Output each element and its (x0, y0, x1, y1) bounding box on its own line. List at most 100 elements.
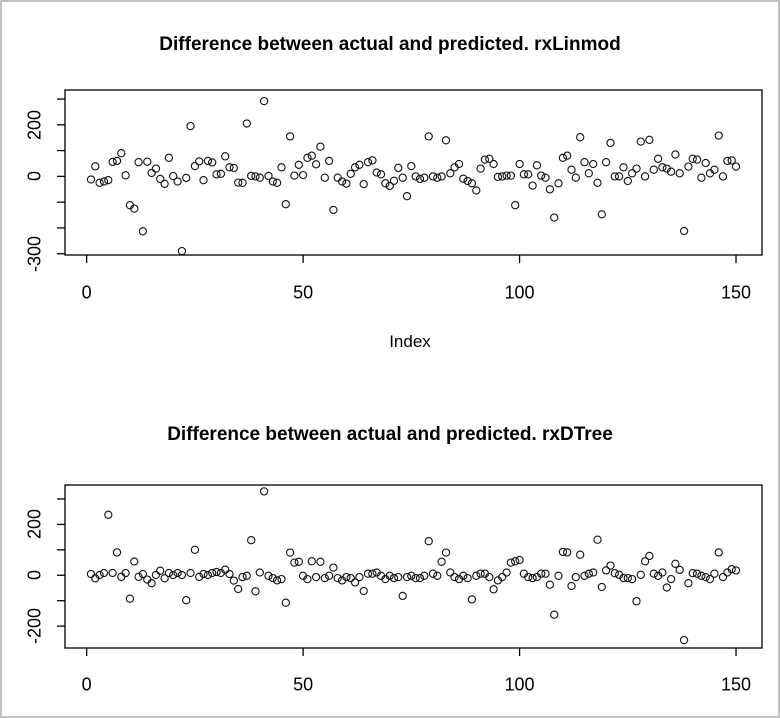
data-point (221, 565, 230, 574)
data-point (363, 569, 373, 578)
data-point (112, 156, 122, 166)
data-point (160, 574, 169, 583)
data-point (576, 550, 585, 559)
data-point (164, 568, 174, 578)
data-point (731, 162, 741, 171)
data-point (714, 131, 723, 140)
data-point (606, 561, 615, 570)
data-point (329, 563, 338, 572)
data-point (307, 557, 316, 566)
scatter-plot-rxlinmod (57, 89, 763, 263)
data-point (182, 596, 191, 605)
data-point (532, 161, 542, 170)
data-point (359, 586, 368, 596)
data-point (212, 567, 221, 577)
data-point (169, 171, 178, 181)
data-point (294, 557, 303, 566)
data-point (316, 142, 325, 151)
data-point (506, 171, 516, 180)
data-point (554, 571, 563, 580)
data-point (372, 168, 381, 177)
data-point (238, 572, 247, 582)
data-point (285, 132, 295, 141)
data-point (346, 169, 355, 178)
data-point (498, 172, 507, 181)
data-point (476, 164, 485, 173)
data-point (446, 169, 455, 178)
data-point (684, 579, 693, 588)
data-point (563, 151, 572, 160)
data-point (524, 572, 533, 582)
data-point (99, 177, 109, 186)
data-point (272, 576, 282, 585)
data-point (679, 635, 689, 645)
data-point (186, 568, 195, 578)
data-point (601, 158, 611, 167)
data-point (671, 559, 680, 568)
data-point (86, 569, 96, 579)
data-point (692, 569, 702, 578)
data-point (511, 201, 520, 210)
y-tick-label: 200 (24, 109, 45, 140)
data-point (402, 192, 412, 201)
data-point (446, 568, 455, 577)
data-point (355, 572, 364, 582)
data-point (614, 172, 624, 181)
data-point (117, 572, 126, 581)
data-point (411, 573, 420, 583)
data-point (476, 569, 485, 578)
data-point (714, 548, 723, 557)
data-point (636, 570, 645, 579)
data-point (467, 595, 477, 604)
data-point (593, 535, 602, 544)
data-point (671, 150, 680, 159)
data-point (554, 179, 563, 188)
x-tick-label: 150 (720, 282, 752, 303)
data-point (441, 136, 451, 145)
chart-title-rxdtree: Difference between actual and predicted.… (167, 424, 613, 445)
data-point (277, 574, 286, 584)
data-point (368, 156, 377, 165)
data-point (108, 568, 117, 578)
y-tick-label: -200 (24, 608, 45, 645)
data-point (467, 179, 477, 188)
data-point (259, 96, 269, 106)
plot-box (64, 484, 763, 649)
data-point (472, 186, 481, 195)
data-point (251, 172, 260, 181)
data-point (415, 573, 425, 583)
data-point (606, 138, 615, 148)
data-point (156, 174, 165, 184)
data-point (277, 163, 286, 172)
data-point (242, 119, 251, 128)
data-point (255, 173, 264, 182)
x-tick-label: 150 (720, 674, 752, 695)
data-point (489, 585, 498, 594)
data-point (710, 165, 719, 174)
data-point (480, 155, 490, 164)
data-point (515, 159, 524, 169)
data-point (337, 177, 347, 186)
data-point (407, 571, 416, 580)
data-point (428, 569, 438, 578)
data-point (225, 163, 234, 172)
data-point (640, 172, 650, 181)
data-point (376, 170, 386, 179)
data-point (303, 153, 312, 162)
y-tick-label: 0 (24, 171, 45, 182)
data-point (688, 569, 697, 578)
data-point (182, 173, 191, 183)
data-point (627, 574, 637, 584)
data-point (632, 597, 641, 606)
data-point (511, 557, 520, 566)
data-point (303, 574, 312, 584)
data-point (238, 178, 247, 187)
data-point (701, 158, 710, 168)
data-point (311, 572, 321, 582)
data-point (550, 610, 559, 619)
data-point (498, 572, 507, 582)
x-tick-label: 100 (504, 674, 535, 695)
data-point (130, 557, 139, 566)
data-point (221, 152, 230, 161)
data-point (134, 572, 143, 581)
